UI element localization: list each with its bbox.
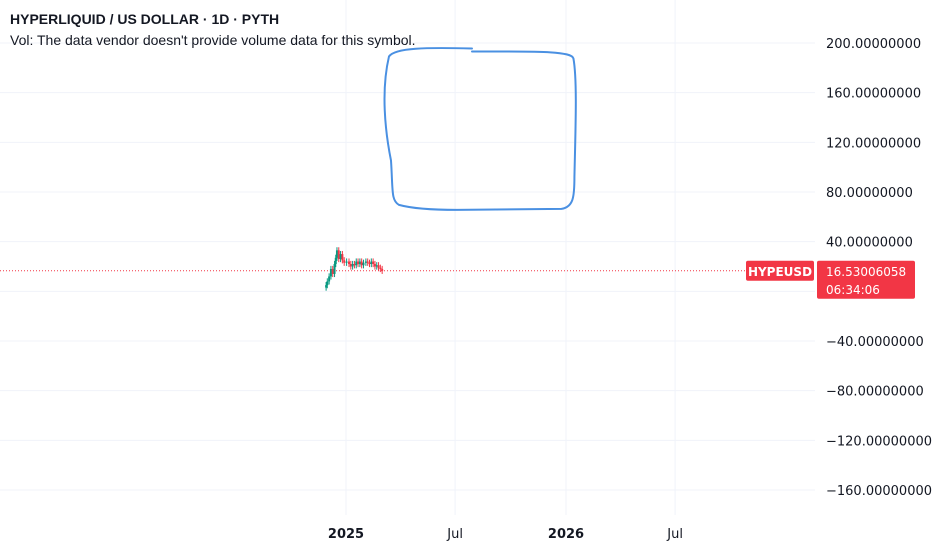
candle-body <box>381 268 384 271</box>
x-tick-label: 2025 <box>328 527 364 542</box>
price-tag-countdown: 06:34:06 <box>826 283 880 297</box>
y-tick-label: −80.00000000 <box>826 385 924 400</box>
candle-body <box>373 264 376 267</box>
chart-header: HYPERLIQUID / US DOLLAR · 1D · PYTH Vol:… <box>10 10 416 49</box>
symbol-tag-label: HYPEUSD <box>748 265 812 279</box>
y-tick-label: 200.00000000 <box>826 37 921 52</box>
candle-body <box>337 250 340 260</box>
x-tick-label: Jul <box>446 527 463 542</box>
candle-body <box>328 276 331 282</box>
candle-body <box>335 250 338 258</box>
candle-body <box>331 268 334 274</box>
symbol-title[interactable]: HYPERLIQUID / US DOLLAR · 1D · PYTH <box>10 11 280 27</box>
candle-body <box>341 254 344 261</box>
candle-body <box>326 281 329 286</box>
candle-body <box>333 264 336 274</box>
candle-body <box>334 257 337 265</box>
candle-body <box>372 261 375 265</box>
drawing-rectangle[interactable] <box>383 47 577 211</box>
candle-body <box>353 264 356 266</box>
y-tick-label: −120.00000000 <box>826 434 932 449</box>
candle-body <box>366 261 369 263</box>
candle-body <box>377 265 380 268</box>
y-tick-label: 120.00000000 <box>826 136 921 151</box>
y-tick-label: 40.00000000 <box>826 236 913 251</box>
price-tag-value: 16.53006058 <box>826 265 906 279</box>
candle-body <box>358 261 361 265</box>
candle-body <box>343 260 346 263</box>
candle-body <box>360 261 363 266</box>
candle-body <box>348 261 351 265</box>
x-tick-label: 2026 <box>548 527 584 542</box>
candle-body <box>357 261 360 265</box>
y-tick-label: −40.00000000 <box>826 335 924 350</box>
price-tag <box>817 260 915 299</box>
candle-body <box>355 261 358 266</box>
candle-body <box>351 264 354 267</box>
candle-body <box>329 268 332 277</box>
y-tick-label: −160.00000000 <box>826 484 932 499</box>
candle-body <box>339 254 342 260</box>
candle-body <box>364 261 367 263</box>
x-tick-label: Jul <box>666 527 683 542</box>
candle-body <box>379 267 382 269</box>
symbol-tag <box>746 260 814 281</box>
candle-body <box>349 264 352 267</box>
candle-body <box>362 262 365 266</box>
candle-body <box>368 262 371 265</box>
candle-body <box>325 285 328 288</box>
y-tick-label: 80.00000000 <box>826 186 913 201</box>
volume-note: Vol: The data vendor doesn't provide vol… <box>10 32 416 48</box>
candle-body <box>370 261 373 265</box>
candle-body <box>375 265 378 267</box>
candle-body <box>345 261 348 263</box>
y-tick-label: 160.00000000 <box>826 87 921 102</box>
